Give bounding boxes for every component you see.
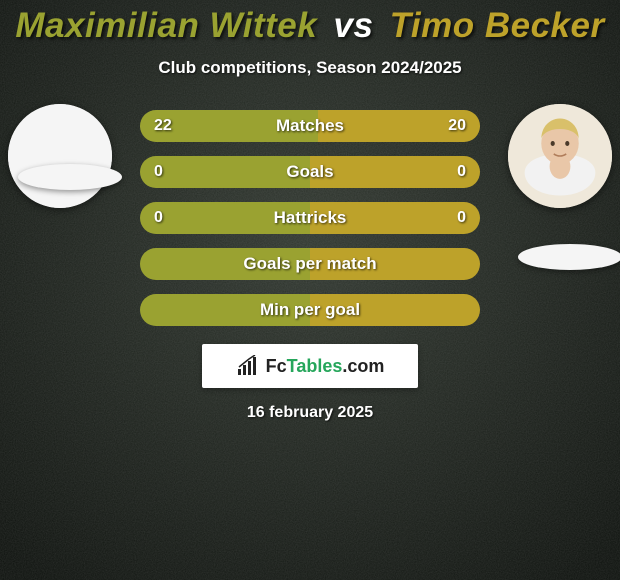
stat-bar-right-seg bbox=[318, 110, 480, 142]
stat-bar-matches: Matches2220 bbox=[140, 110, 480, 142]
player1-avatar bbox=[8, 104, 112, 208]
title-player2: Timo Becker bbox=[390, 6, 605, 45]
date-label: 16 february 2025 bbox=[247, 404, 373, 422]
page-title: Maximilian Wittek vs Timo Becker bbox=[15, 6, 604, 46]
stat-bar-left-seg bbox=[140, 202, 310, 234]
fctables-logo: FcTables.com bbox=[202, 344, 418, 388]
logo-text-tables: Tables bbox=[287, 356, 343, 376]
title-player1: Maximilian Wittek bbox=[15, 6, 317, 45]
player2-avatar bbox=[508, 104, 612, 208]
stat-bar-goals-per-match: Goals per match bbox=[140, 248, 480, 280]
stat-bar-hattricks: Hattricks00 bbox=[140, 202, 480, 234]
stat-bar-left-seg bbox=[140, 248, 310, 280]
logo-text-suffix: .com bbox=[342, 356, 384, 376]
stat-bar-min-per-goal: Min per goal bbox=[140, 294, 480, 326]
stat-bar-left-seg bbox=[140, 294, 310, 326]
subtitle: Club competitions, Season 2024/2025 bbox=[158, 58, 461, 78]
stat-bar-right-seg bbox=[310, 202, 480, 234]
title-vs: vs bbox=[333, 6, 373, 45]
comparison-area: Matches2220 Goals00 Hattricks00 Goals per m… bbox=[0, 110, 620, 326]
stat-bar-goals: Goals00 bbox=[140, 156, 480, 188]
logo-text-fc: Fc bbox=[266, 356, 287, 376]
logo-text: FcTables.com bbox=[266, 356, 385, 377]
stat-bar-right-seg bbox=[310, 248, 480, 280]
stat-bar-right-seg bbox=[310, 156, 480, 188]
stat-bar-left-seg bbox=[140, 156, 310, 188]
player1-name-oval bbox=[18, 164, 122, 190]
player2-name-oval bbox=[518, 244, 620, 270]
stat-bars: Matches2220 Goals00 Hattricks00 Goals per m… bbox=[140, 110, 480, 326]
stat-bar-right-seg bbox=[310, 294, 480, 326]
stat-bar-left-seg bbox=[140, 110, 318, 142]
bar-chart-icon bbox=[236, 355, 260, 377]
